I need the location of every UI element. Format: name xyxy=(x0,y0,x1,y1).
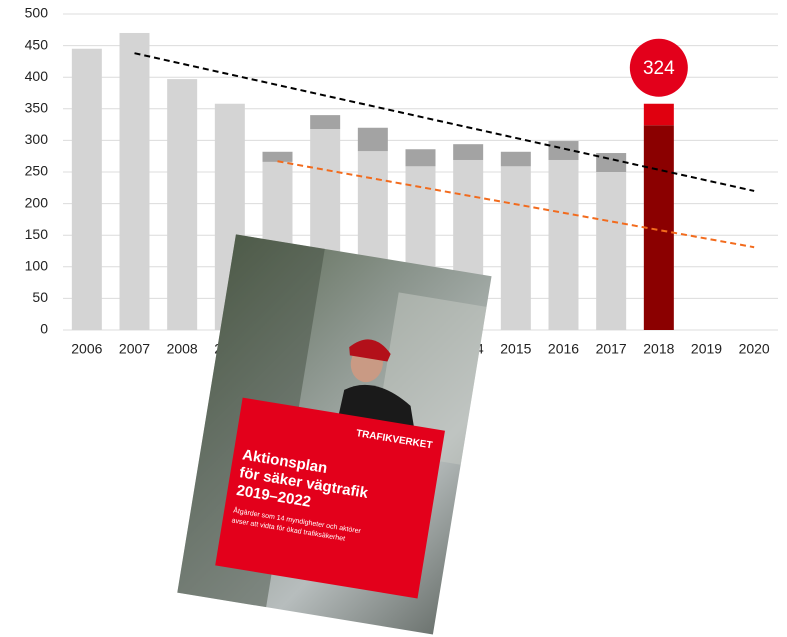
report-cover: TRAFIKVERKET Aktionsplan för säker vägtr… xyxy=(177,234,492,635)
bar-segment xyxy=(357,127,388,152)
x-tick-label: 2007 xyxy=(119,341,150,357)
y-tick-label: 450 xyxy=(25,36,49,52)
plot-area: 0 50 100 150 200 250 300 350 400 450 500 2006 2007 20… xyxy=(25,5,778,357)
y-tick-label: 250 xyxy=(25,163,49,179)
y-tick-label: 100 xyxy=(25,258,49,274)
y-tick-label: 200 xyxy=(25,194,49,210)
bar-segment xyxy=(596,153,627,172)
bar-segment xyxy=(643,125,674,331)
x-tick-label: 2016 xyxy=(548,341,579,357)
y-tick-label: 150 xyxy=(25,226,49,242)
x-tick-label: 2019 xyxy=(691,341,722,357)
x-tick-label: 2018 xyxy=(643,341,674,357)
x-tick-label: 2020 xyxy=(739,341,770,357)
bar-segment xyxy=(548,159,579,330)
cover-panel xyxy=(215,397,445,599)
bar-segment xyxy=(643,103,674,126)
bar-segment xyxy=(262,151,293,162)
trend-line xyxy=(134,52,755,192)
trend-line xyxy=(277,160,755,249)
bar-segment xyxy=(119,32,150,331)
x-tick-label: 2008 xyxy=(167,341,198,357)
value-label-badge xyxy=(629,38,688,97)
x-tick-label: 2015 xyxy=(500,341,531,357)
y-tick-label: 50 xyxy=(32,289,48,305)
y-tick-label: 300 xyxy=(25,131,49,147)
bar-segment xyxy=(71,48,102,330)
bar-segment xyxy=(548,141,579,160)
y-tick-label: 400 xyxy=(25,68,49,84)
helmet xyxy=(349,339,391,362)
bar-segment xyxy=(500,166,531,330)
bar-segment xyxy=(405,149,436,167)
y-tick-label: 350 xyxy=(25,100,49,116)
x-tick-label: 2006 xyxy=(71,341,102,357)
bar-segment xyxy=(500,151,531,167)
x-tick-label: 2017 xyxy=(596,341,627,357)
y-tick-label: 500 xyxy=(25,5,49,21)
value-label: 324 xyxy=(643,58,675,79)
y-tick-label: 0 xyxy=(40,321,48,337)
bar-segment xyxy=(310,115,341,130)
bar-segment xyxy=(596,172,627,330)
bar-segment xyxy=(167,79,198,330)
bar-segment xyxy=(453,144,484,160)
